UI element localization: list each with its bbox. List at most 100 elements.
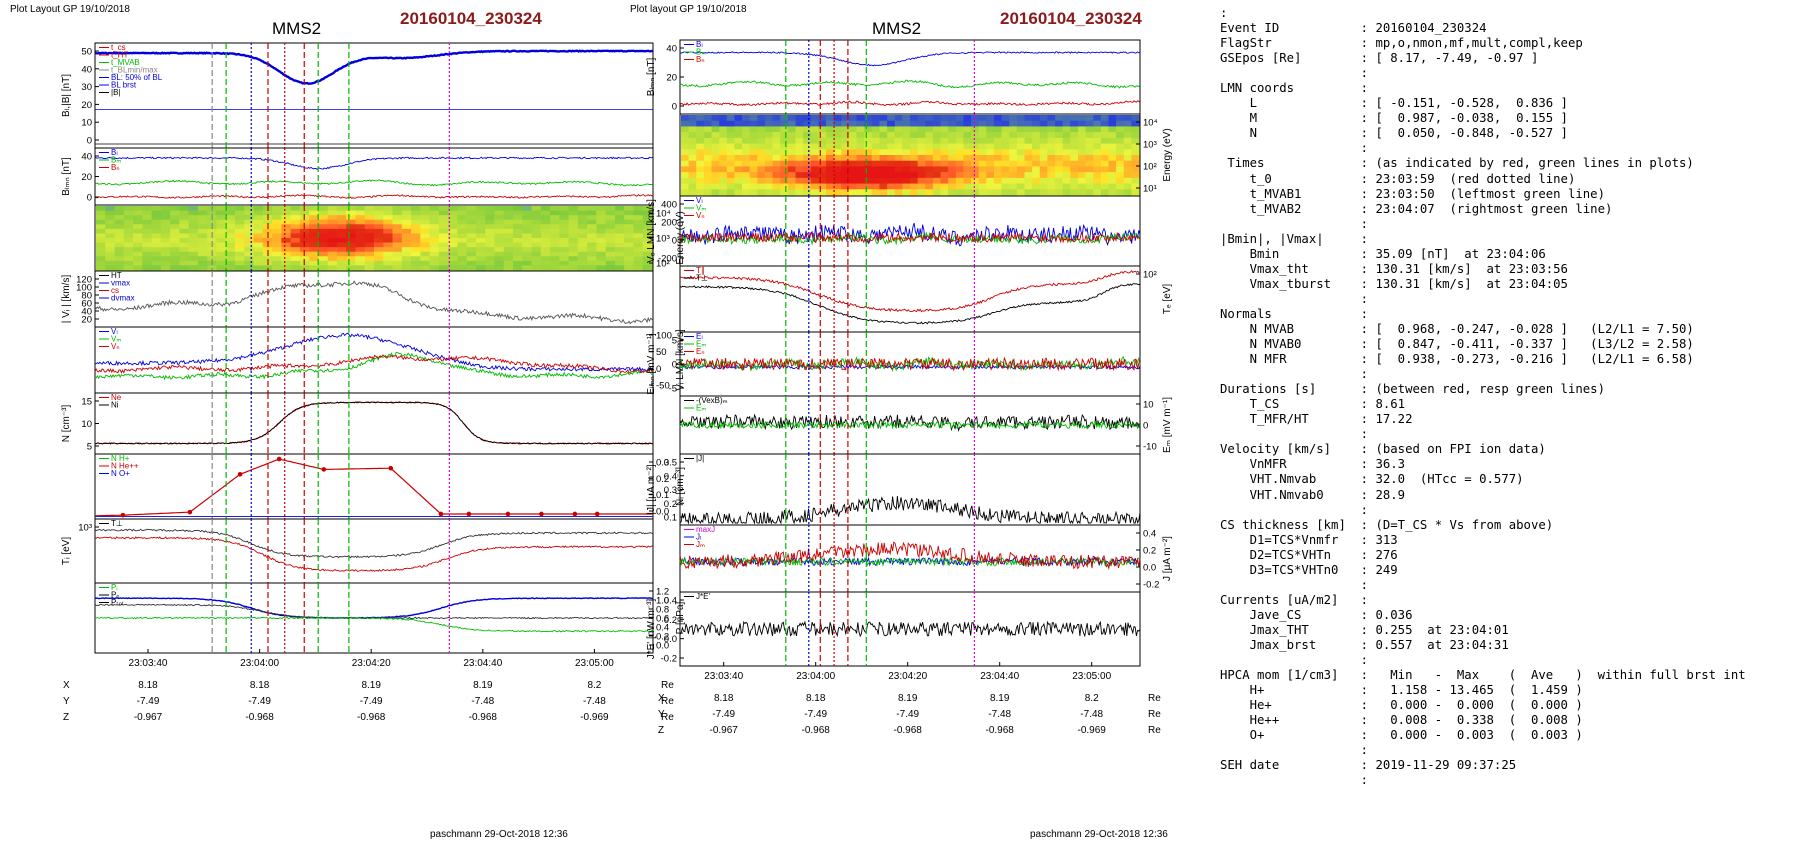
heat-cell <box>485 206 496 212</box>
heat-cell <box>917 183 926 190</box>
heat-cell <box>142 215 153 221</box>
heat-cell <box>1123 183 1132 190</box>
heat-cell <box>764 189 774 196</box>
heat-cell <box>494 219 505 225</box>
heat-cell <box>1100 132 1110 139</box>
heat-cell <box>1123 115 1132 122</box>
heat-cell <box>133 256 143 262</box>
heat-cell <box>894 115 903 122</box>
heat-cell <box>244 251 255 257</box>
ylabel-E: Eₗₘₙ [mV m⁻¹] <box>646 333 657 395</box>
heat-cell <box>374 219 384 225</box>
heat-cell <box>826 143 835 150</box>
heat-cell <box>281 251 292 257</box>
heat-cell <box>513 224 523 230</box>
info-line: : <box>1220 291 1369 306</box>
heat-cell <box>420 242 431 248</box>
heat-cell <box>624 247 635 253</box>
heat-cell <box>568 210 579 216</box>
legend-BLMN-0: Bₗ <box>696 40 703 49</box>
heat-cell <box>757 183 766 190</box>
heat-cell <box>466 206 477 212</box>
heat-cell <box>894 172 903 179</box>
heat-cell <box>475 265 486 271</box>
heat-cell <box>848 143 858 150</box>
heat-cell <box>596 228 607 235</box>
heat-cell <box>133 224 143 230</box>
heat-cell <box>955 177 965 185</box>
heat-cell <box>318 242 329 248</box>
ytick-label-EM: 0 <box>1143 421 1148 432</box>
heat-cell <box>1131 137 1140 145</box>
heat-cell <box>160 206 171 212</box>
heat-cell <box>826 155 835 162</box>
heat-cell <box>971 160 980 168</box>
heat-cell <box>197 265 208 271</box>
heat-cell <box>948 160 957 168</box>
legend-Ve-2: Vₙ <box>696 211 705 220</box>
heat-cell <box>392 215 403 221</box>
heat-cell <box>503 265 514 271</box>
heat-cell <box>401 228 412 235</box>
heat-cell <box>568 260 579 267</box>
info-line: He+ : 0.000 - 0.000 ( 0.000 ) <box>1220 698 1583 713</box>
ytick-label-P: 0.6 <box>656 614 669 625</box>
heat-cell <box>726 155 736 162</box>
heat-cell <box>1100 160 1110 168</box>
heat-cell <box>780 132 789 139</box>
heat-cell <box>940 137 949 145</box>
heat-cell <box>160 251 171 257</box>
heat-cell <box>1123 143 1132 150</box>
heat-cell <box>411 251 421 257</box>
heat-cell <box>411 265 421 271</box>
heat-cell <box>772 115 781 122</box>
heat-cell <box>1131 177 1140 185</box>
heat-cell <box>902 166 911 173</box>
info-line: : <box>1220 773 1369 788</box>
heat-cell <box>887 132 896 139</box>
ytick-label-B: 40 <box>81 64 92 75</box>
heat-cell <box>605 251 616 257</box>
heat-cell <box>1116 155 1125 162</box>
heat-cell <box>1077 155 1087 162</box>
heat-cell <box>1055 149 1064 156</box>
heat-cell <box>374 256 384 262</box>
heat-cell <box>225 219 236 225</box>
heat-cell <box>457 242 468 248</box>
heat-cell <box>142 206 153 212</box>
heat-cell <box>457 224 468 230</box>
info-line: N MVAB : [ 0.968, -0.247, -0.028 ] (L2/L… <box>1220 321 1694 336</box>
heat-cell <box>1131 149 1140 156</box>
heat-cell <box>290 224 301 230</box>
heat-cell <box>179 256 190 262</box>
heat-cell <box>540 215 551 221</box>
heat-cell <box>1039 149 1048 156</box>
heat-cell <box>642 206 653 212</box>
legend-E-0: Eₗ <box>696 332 703 341</box>
heat-cell <box>1077 132 1087 139</box>
heat-cell <box>963 137 972 145</box>
heat-cell <box>540 210 551 216</box>
heat-cell <box>587 247 597 253</box>
heat-cell <box>864 115 873 122</box>
ephem-value: 8.18 <box>138 680 158 691</box>
heat-cell <box>971 132 980 139</box>
heat-cell <box>142 251 153 257</box>
ytick-label-P: 0.0 <box>656 641 669 652</box>
heat-cell <box>978 143 987 150</box>
heat-cell <box>364 242 375 248</box>
heat-cell <box>993 155 1003 162</box>
heat-cell <box>262 210 273 216</box>
heat-cell <box>917 149 926 156</box>
heat-cell <box>633 238 644 244</box>
heat-cell <box>1100 172 1110 179</box>
heat-cell <box>910 177 919 185</box>
heat-cell <box>374 233 384 239</box>
heat-cell <box>401 251 412 257</box>
heat-cell <box>253 247 264 253</box>
heat-cell <box>235 251 245 257</box>
heat-cell <box>420 265 431 271</box>
heat-cell <box>170 242 180 248</box>
heat-cell <box>1108 120 1117 128</box>
spectrogram-espec <box>681 115 1140 196</box>
